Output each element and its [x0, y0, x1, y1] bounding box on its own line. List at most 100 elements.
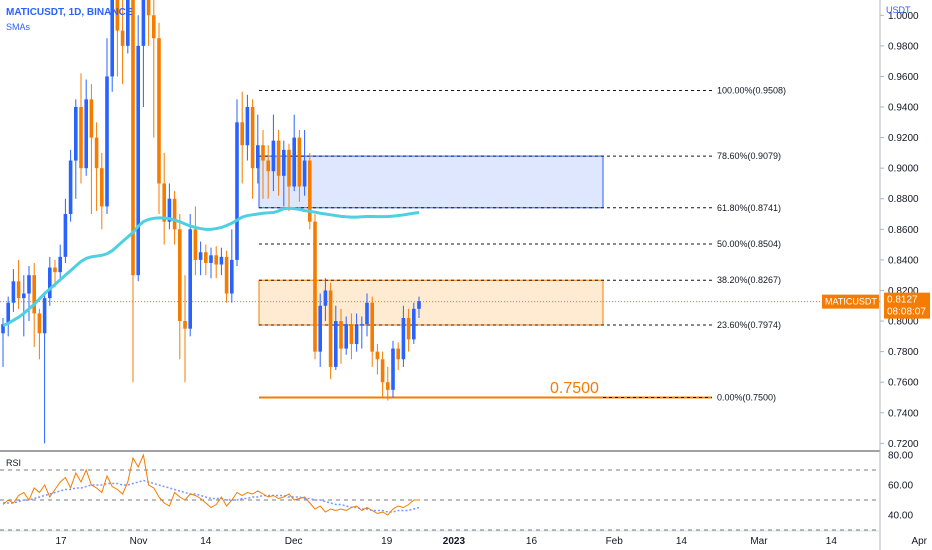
candle-body[interactable] — [412, 308, 416, 340]
candle-body[interactable] — [152, 15, 156, 39]
candle-body[interactable] — [183, 321, 187, 329]
rsi-line[interactable] — [2, 453, 419, 516]
candle-body[interactable] — [349, 324, 354, 344]
candle-body[interactable] — [22, 293, 26, 299]
candle-body[interactable] — [287, 149, 291, 187]
candle-body[interactable] — [297, 137, 302, 187]
zone-orange[interactable] — [258, 279, 604, 326]
candle-body[interactable] — [318, 305, 322, 352]
candle-body[interactable] — [198, 252, 203, 260]
candle-body[interactable] — [84, 99, 88, 169]
candle-body[interactable] — [328, 290, 333, 367]
candle-body[interactable] — [282, 149, 286, 176]
candle-body[interactable] — [94, 137, 99, 169]
candle-body[interactable] — [193, 229, 198, 260]
candle-body[interactable] — [250, 107, 255, 169]
candle-body[interactable] — [406, 317, 411, 340]
candle-body[interactable] — [209, 255, 213, 263]
candle-body[interactable] — [339, 321, 343, 349]
candle-body[interactable] — [16, 281, 21, 299]
candle-body[interactable] — [261, 145, 265, 161]
candle-body[interactable] — [1, 324, 5, 334]
candle-body[interactable] — [375, 351, 380, 360]
candle-body[interactable] — [292, 137, 296, 187]
candle-body[interactable] — [172, 198, 177, 230]
candle-body[interactable] — [178, 229, 182, 322]
time-tick-label: 17 — [55, 536, 67, 547]
candle-body[interactable] — [141, 0, 146, 46]
candle-body[interactable] — [235, 122, 239, 260]
candle-body[interactable] — [110, 0, 114, 77]
candle-body[interactable] — [53, 267, 57, 273]
candle-body[interactable] — [126, 0, 130, 46]
candle-body[interactable] — [11, 281, 16, 303]
candle-body[interactable] — [214, 255, 218, 265]
candle-body[interactable] — [157, 38, 161, 184]
candle-body[interactable] — [100, 168, 104, 207]
candle-body[interactable] — [48, 267, 52, 299]
candle-body[interactable] — [334, 321, 338, 367]
candle-body[interactable] — [42, 298, 47, 334]
candle-body[interactable] — [302, 160, 307, 187]
candle-body[interactable] — [68, 160, 73, 215]
candle-body[interactable] — [74, 107, 78, 161]
candle-body[interactable] — [115, 0, 120, 31]
candle-body[interactable] — [105, 76, 109, 207]
candle-body[interactable] — [396, 348, 400, 360]
candle-body[interactable] — [344, 324, 348, 349]
zone-blue[interactable] — [258, 155, 604, 209]
candle-body[interactable] — [89, 99, 94, 138]
candle-body[interactable] — [6, 302, 10, 325]
candle-body[interactable] — [27, 275, 31, 294]
candle-body[interactable] — [308, 160, 312, 222]
candle-body[interactable] — [162, 183, 166, 222]
candle-body[interactable] — [370, 302, 374, 352]
candle-body[interactable] — [131, 0, 135, 276]
candle-body[interactable] — [276, 140, 281, 176]
candle-body[interactable] — [188, 229, 192, 329]
fib-level-label: 100.00%(0.9508) — [717, 86, 786, 96]
candle-body[interactable] — [136, 45, 140, 276]
fib-retracement[interactable]: 100.00%(0.9508) 78.60%(0.9079) 61.80%(0.87… — [0, 86, 880, 403]
candle-body[interactable] — [58, 256, 62, 273]
candle-body[interactable] — [240, 122, 244, 146]
candle-body[interactable] — [219, 256, 224, 265]
candle-body[interactable] — [266, 160, 270, 172]
candle-body[interactable] — [245, 107, 250, 146]
candle-body[interactable] — [391, 348, 395, 390]
candle-body[interactable] — [63, 214, 68, 257]
sma-polyline[interactable] — [2, 206, 420, 328]
candle-body[interactable] — [256, 145, 260, 169]
candle-body[interactable] — [230, 259, 234, 294]
price-axis[interactable]: 1.0000 0.9800 0.9600 0.9400 0.9200 0.9000 0.88… — [880, 11, 919, 522]
candle-body[interactable] — [360, 324, 364, 326]
candles[interactable] — [1, 0, 421, 444]
candle-body[interactable] — [37, 313, 42, 334]
candle-body[interactable] — [204, 252, 208, 263]
candle-body[interactable] — [417, 301, 421, 309]
candle-body[interactable] — [380, 359, 385, 383]
candle-body[interactable] — [120, 30, 125, 46]
candle-body[interactable] — [167, 198, 172, 222]
candle-body[interactable] — [386, 382, 390, 390]
sma-line[interactable] — [2, 206, 420, 328]
last-price-value: 0.8127 — [887, 295, 918, 306]
candle-body[interactable] — [401, 317, 406, 360]
candle-body[interactable] — [32, 275, 36, 314]
rsi-label[interactable]: RSI — [6, 458, 21, 468]
candle-body[interactable] — [271, 140, 276, 172]
candle-body[interactable] — [323, 290, 328, 306]
price-annotation[interactable]: 0.7500 — [550, 380, 599, 397]
indicator-label[interactable]: SMAs — [6, 22, 31, 32]
candle-body[interactable] — [313, 221, 317, 352]
candle-body[interactable] — [224, 256, 229, 294]
rsi-pane[interactable] — [2, 453, 420, 516]
symbol-title[interactable]: MATICUSDT, 1D, BINANCE — [6, 7, 133, 18]
time-axis[interactable]: 17 Nov 14 Dec 19 2023 16 Feb 14 Mar 14 Apr — [55, 536, 927, 547]
candle-body[interactable] — [365, 302, 369, 325]
fib-zones[interactable] — [258, 155, 604, 326]
candle-body[interactable] — [79, 107, 83, 169]
candle-body[interactable] — [354, 325, 359, 344]
candle-body[interactable] — [146, 0, 151, 16]
